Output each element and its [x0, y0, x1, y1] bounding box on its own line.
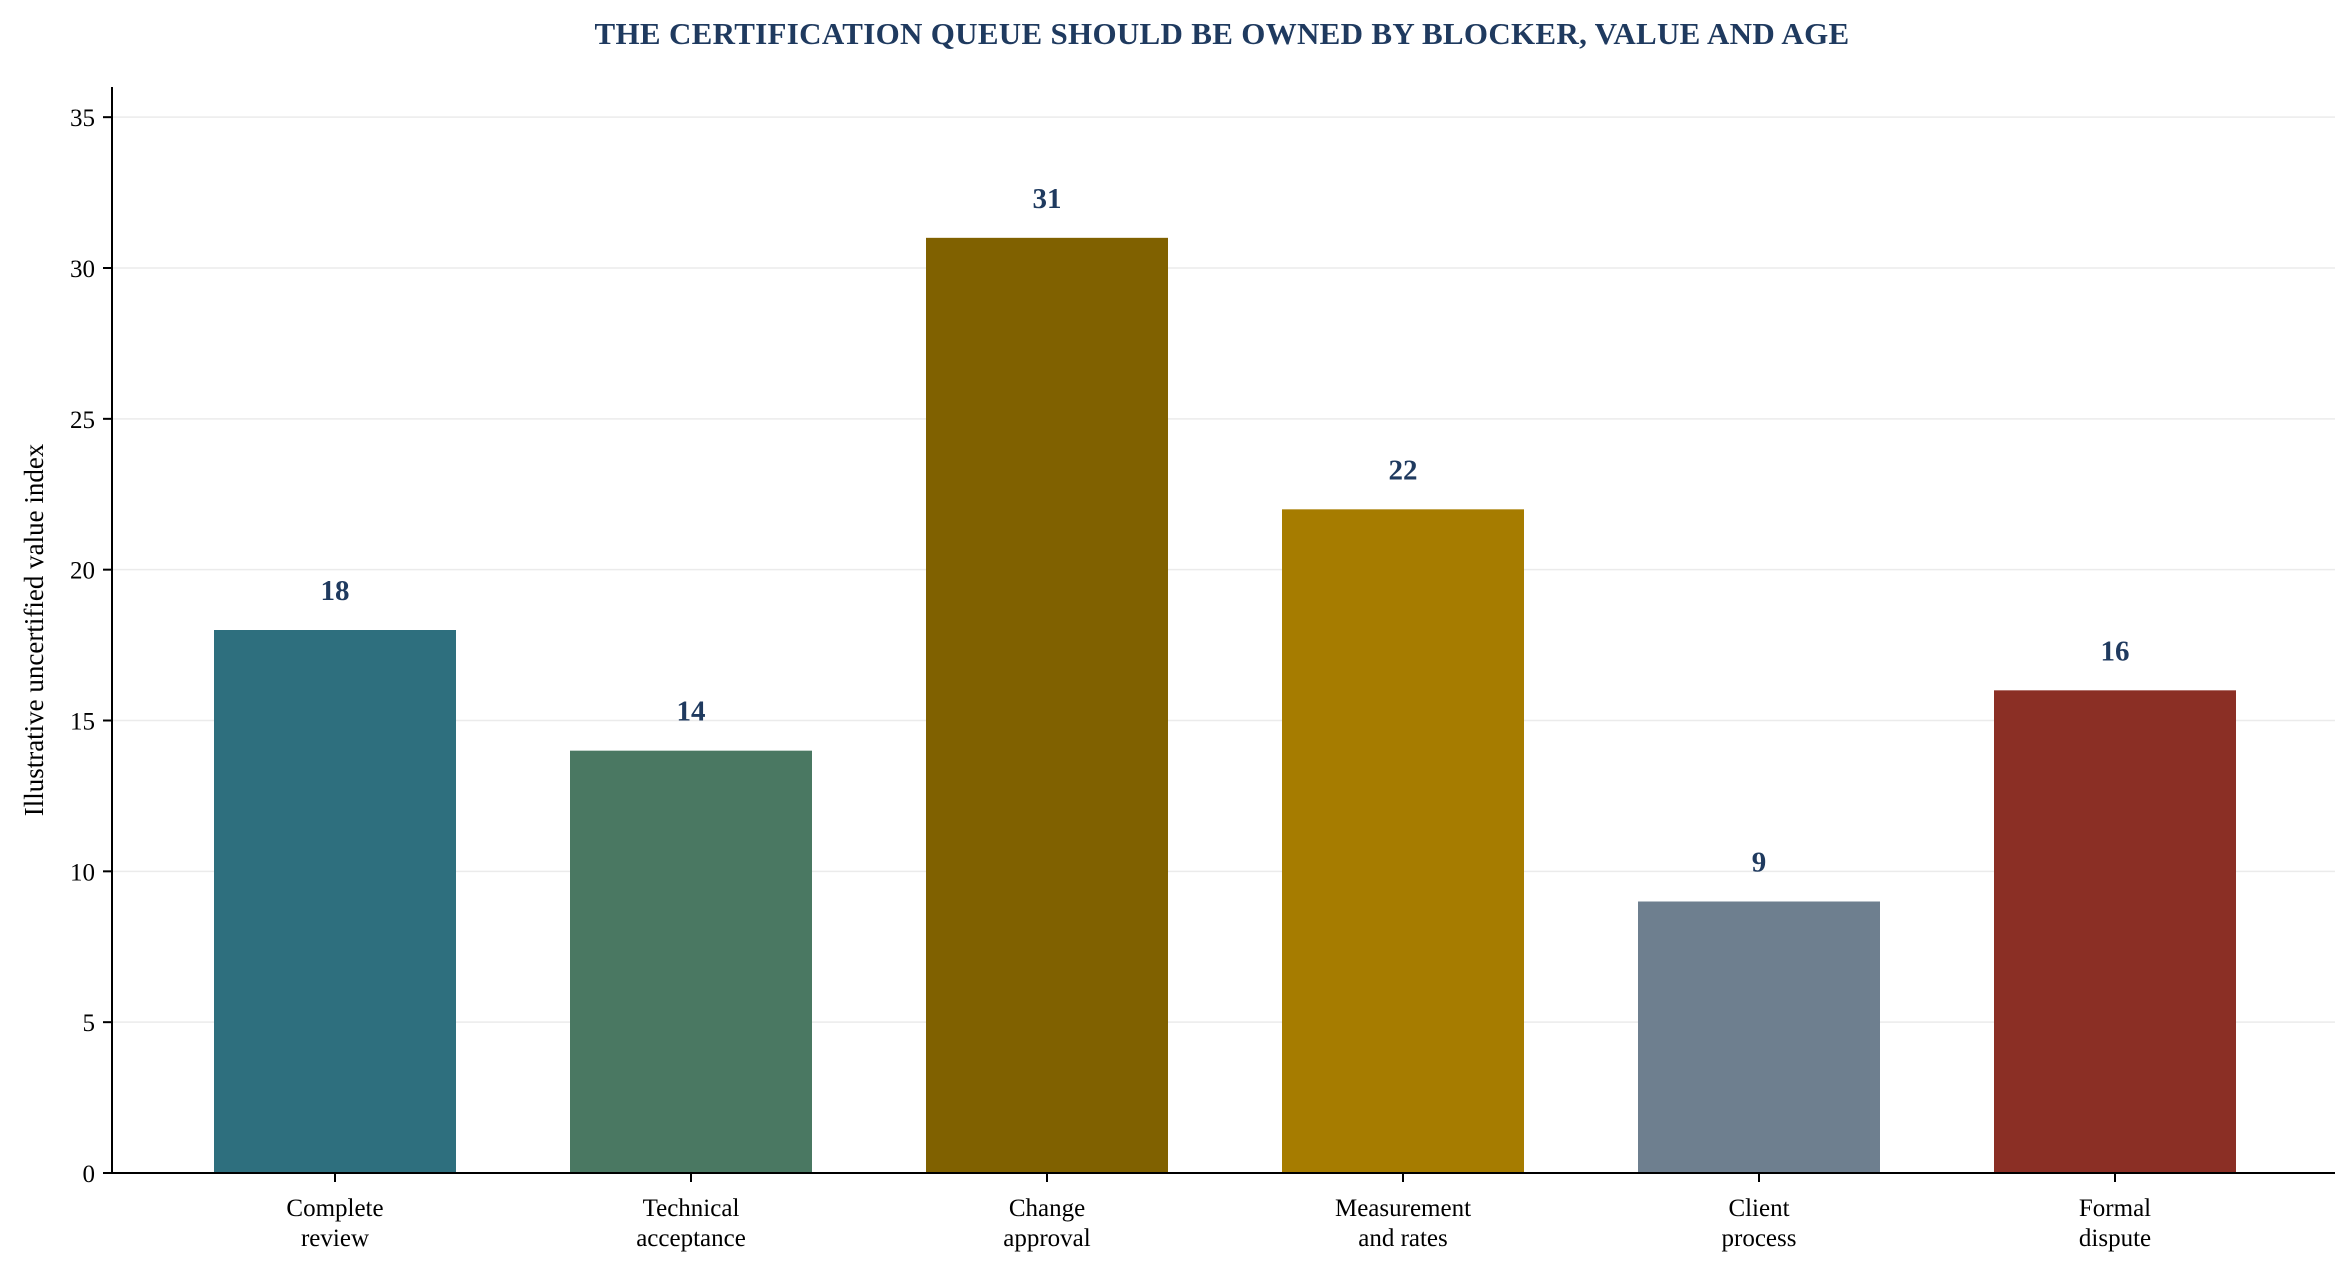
- bar-value-label: 22: [1389, 454, 1418, 486]
- bar-value-label: 9: [1752, 847, 1767, 879]
- x-tick-label: Change approval: [1003, 1195, 1091, 1252]
- x-tick-label: Client process: [1722, 1195, 1797, 1252]
- x-tick-label-line: and rates: [1358, 1225, 1448, 1252]
- x-tick-label-line: approval: [1003, 1225, 1091, 1252]
- y-tick-label: 15: [70, 709, 95, 736]
- x-tick-label-line: Measurement: [1335, 1195, 1471, 1222]
- y-tick-label: 0: [83, 1161, 96, 1188]
- bars: [214, 237, 2236, 1174]
- x-tick-label: Formal dispute: [2079, 1195, 2151, 1252]
- x-tick-label-line: Formal: [2079, 1195, 2151, 1222]
- x-tick-label: Measurement and rates: [1335, 1195, 1471, 1252]
- x-tick-label-line: Change: [1009, 1195, 1085, 1222]
- bar-value-label: 14: [677, 696, 706, 728]
- x-tick-label-line: review: [301, 1225, 369, 1252]
- bar: [214, 630, 456, 1173]
- x-axis-ticks: Complete review Technical acceptance Change a…: [286, 1173, 2151, 1252]
- chart-title: THE CERTIFICATION QUEUE SHOULD BE OWNED …: [595, 16, 1850, 51]
- y-tick-label: 30: [70, 256, 95, 283]
- y-tick-label: 10: [70, 859, 95, 886]
- bar: [1282, 509, 1524, 1173]
- bar: [1638, 901, 1880, 1173]
- bar-value-label: 31: [1033, 183, 1062, 215]
- x-tick-label: Complete review: [286, 1195, 383, 1252]
- value-labels: 18 14 31 22 9 16: [321, 183, 2130, 879]
- x-tick-label: Technical acceptance: [636, 1195, 746, 1252]
- x-tick-label-line: Client: [1728, 1195, 1789, 1222]
- x-tick-label-line: Technical: [643, 1195, 740, 1222]
- bar: [926, 237, 1168, 1174]
- y-axis-ticks: 0 5 10 15 20 25 30 35: [70, 105, 112, 1188]
- bar: [1994, 690, 2236, 1173]
- bar-value-label: 18: [321, 575, 350, 607]
- y-tick-label: 5: [83, 1010, 96, 1037]
- x-tick-label-line: acceptance: [636, 1225, 746, 1252]
- y-tick-label: 35: [70, 105, 95, 132]
- x-tick-label-line: dispute: [2079, 1225, 2151, 1252]
- grid-lines: [112, 116, 2335, 1023]
- x-tick-label-line: process: [1722, 1225, 1797, 1252]
- x-tick-label-line: Complete: [286, 1195, 383, 1222]
- bar: [570, 750, 812, 1173]
- y-axis-label: Illustrative uncertified value index: [19, 443, 49, 816]
- bar-value-label: 16: [2101, 635, 2130, 667]
- y-tick-label: 25: [70, 407, 95, 434]
- y-tick-label: 20: [70, 558, 95, 585]
